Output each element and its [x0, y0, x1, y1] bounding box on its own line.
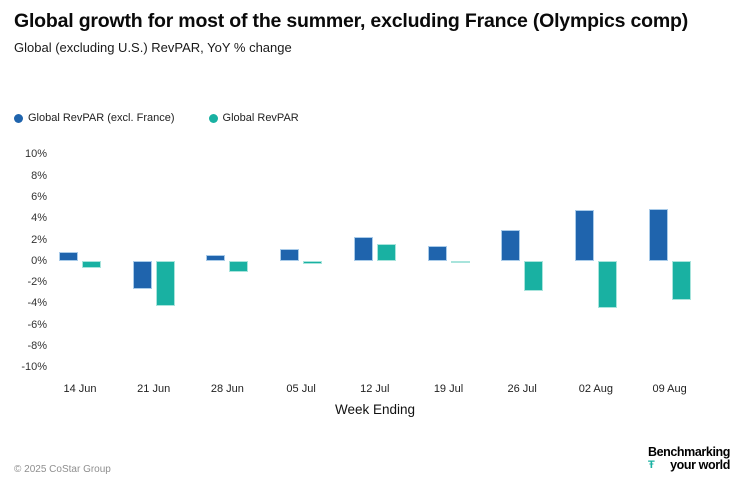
y-axis-tick-label: 8% [31, 169, 47, 182]
legend-label: Global RevPAR [222, 112, 299, 124]
bar-global-excl-france [353, 236, 373, 262]
bar-global [155, 261, 175, 307]
bar-global [671, 261, 691, 300]
x-axis-tick-label: 14 Jun [63, 383, 97, 395]
legend-dot-icon [208, 113, 218, 123]
bar-global-excl-france [280, 248, 300, 262]
logo-text-line1: Benchmarking [647, 445, 730, 459]
bar-global-excl-france [132, 261, 152, 289]
x-axis-title: Week Ending [334, 402, 416, 417]
copyright-text: © 2025 CoStar Group [14, 464, 111, 475]
y-axis-tick-label: -6% [27, 318, 47, 331]
bar-global [229, 261, 249, 272]
x-axis-tick-label: 19 Jul [433, 383, 464, 395]
logo-line2: Ŧ your world [647, 457, 730, 472]
page-title: Global growth for most of the summer, ex… [14, 10, 689, 32]
x-axis-tick-label: 21 Jun [137, 383, 171, 395]
bar-global [597, 261, 617, 309]
logo-text-line2: your world [670, 457, 730, 472]
bar-global-excl-france [648, 209, 668, 262]
bar-global-excl-france [59, 251, 78, 262]
x-axis-tick-label: 12 Jul [360, 383, 390, 395]
y-axis-tick-label: 2% [31, 233, 47, 246]
y-axis-tick-label: 0% [31, 254, 47, 267]
y-axis-tick-label: 10% [24, 148, 47, 161]
legend-label: Global RevPAR (excl. France) [28, 112, 175, 124]
y-axis-tick-label: -4% [27, 297, 47, 310]
x-axis-tick-label: 05 Jul [286, 383, 316, 395]
bar-global [450, 261, 470, 264]
chart-legend: Global RevPAR (excl. France) Global RevP… [14, 112, 299, 124]
legend-dot-icon [14, 113, 23, 123]
y-axis-tick-label: -8% [27, 340, 47, 352]
bar-global [303, 261, 323, 265]
x-axis-tick-label: 26 Jul [507, 383, 537, 395]
chart-header: Global growth for most of the summer, ex… [14, 8, 714, 55]
y-axis-tick-label: -2% [27, 276, 47, 289]
page-subtitle: Global (excluding U.S.) RevPAR, YoY % ch… [14, 40, 292, 55]
y-axis-tick-label: 6% [31, 190, 47, 203]
bar-global-excl-france [206, 254, 226, 262]
y-axis-tick-label: -10% [21, 361, 47, 374]
bar-global [82, 261, 101, 268]
x-axis-tick-label: 09 Aug [652, 383, 687, 395]
tripod-t-icon: Ŧ [647, 458, 655, 471]
y-axis-tick-label: 4% [31, 212, 47, 225]
bar-global-excl-france [574, 210, 594, 262]
bar-global-excl-france [427, 246, 447, 262]
legend-item-global: Global RevPAR [208, 112, 299, 124]
x-axis-tick-label: 28 Jun [210, 383, 244, 395]
bar-global [376, 244, 396, 262]
benchmarking-your-world-logo: Benchmarking Ŧ your world [647, 445, 730, 472]
bar-global-excl-france [501, 230, 521, 262]
legend-item-excl-france: Global RevPAR (excl. France) [14, 112, 175, 124]
bar-global [524, 261, 544, 292]
x-axis-tick-label: 02 Aug [578, 383, 614, 395]
bar-chart: Week Ending 10% 8% 6% 4% 2% 0% -2% -4% -6% -8% -10… [0, 145, 740, 430]
